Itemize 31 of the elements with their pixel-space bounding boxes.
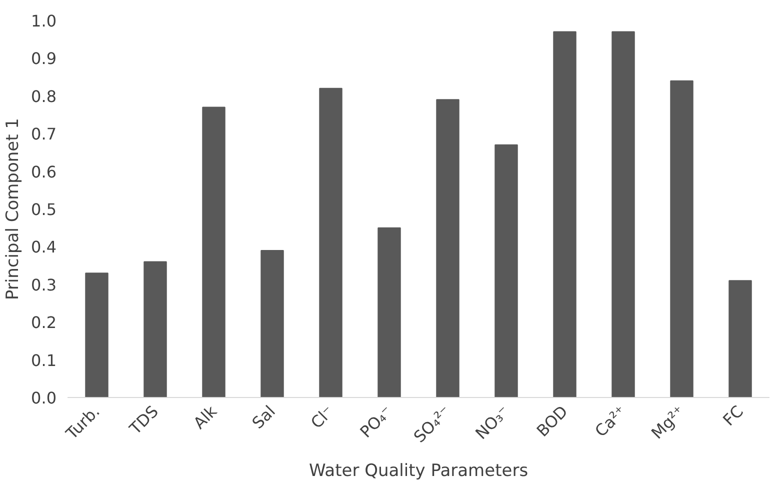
x-tick-label: Sal xyxy=(248,402,279,432)
y-tick-label: 1.0 xyxy=(31,12,57,30)
x-tick-label: Turb. xyxy=(62,402,104,444)
x-tick-label: Cl⁻ xyxy=(307,402,338,432)
bar xyxy=(85,272,108,398)
x-tick-label: FC xyxy=(719,402,747,430)
bar xyxy=(144,261,167,398)
y-tick-label: 0.8 xyxy=(31,86,57,106)
bar xyxy=(202,106,226,398)
bar xyxy=(436,99,460,398)
y-axis-title: Principal Componet 1 xyxy=(3,118,24,300)
bar xyxy=(612,31,635,398)
y-tick-label: 0.0 xyxy=(31,388,57,408)
bar xyxy=(553,31,576,398)
bar xyxy=(319,88,342,398)
y-tick-label: 0.2 xyxy=(31,313,57,332)
y-tick-label: 0.1 xyxy=(31,350,57,370)
x-tick-label: Alk xyxy=(190,401,221,433)
bar xyxy=(378,227,401,398)
bar xyxy=(494,144,518,398)
y-tick-label: 0.7 xyxy=(31,124,57,144)
y-tick-label: 0.6 xyxy=(31,162,57,182)
y-tick-label: 0.5 xyxy=(31,200,57,219)
bar xyxy=(728,280,752,398)
x-axis-title: Water Quality Parameters xyxy=(308,461,528,482)
bar xyxy=(670,80,694,398)
y-tick-label: 0.9 xyxy=(31,49,57,68)
x-tick-label: TDS xyxy=(125,402,162,439)
y-tick-label: 0.4 xyxy=(31,238,57,257)
bar xyxy=(260,250,284,398)
y-tick-label: 0.3 xyxy=(31,275,57,294)
